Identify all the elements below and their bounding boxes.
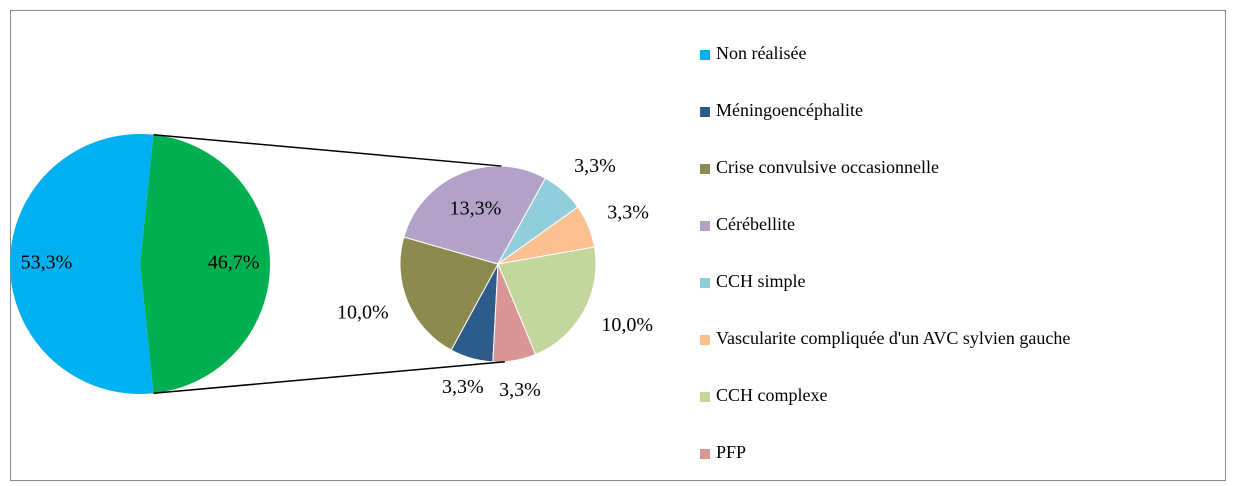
- pie-slice: [399, 236, 499, 351]
- legend-label: CCH simple: [716, 271, 806, 291]
- legend-label: Crise convulsive occasionnelle: [716, 157, 939, 177]
- data-label: 3,3%: [574, 155, 616, 177]
- connector-line: [153, 133, 502, 167]
- data-label: 10,0%: [601, 314, 653, 336]
- legend-label: Vascularite compliquée d'un AVC sylvien …: [716, 328, 1070, 348]
- data-label: 10,0%: [337, 302, 389, 324]
- connector-line: [153, 361, 505, 395]
- legend-label: Non réalisée: [716, 43, 806, 63]
- pie-slice: [497, 246, 597, 356]
- legend-label: Cérébellite: [716, 214, 795, 234]
- legend-swatch: [700, 107, 710, 117]
- pie-slice: [492, 263, 537, 363]
- legend-swatch: [700, 164, 710, 174]
- legend-label: CCH complexe: [716, 385, 827, 405]
- data-label: 13,3%: [450, 197, 502, 219]
- pie-slice: [403, 165, 547, 265]
- legend-swatch: [700, 50, 710, 60]
- legend-label: Méningoencéphalite: [716, 100, 863, 120]
- legend-swatch: [700, 392, 710, 402]
- pie-slice: [140, 134, 270, 394]
- data-label: 53,3%: [21, 252, 73, 274]
- legend-swatch: [700, 449, 710, 459]
- pie-slice: [9, 133, 154, 394]
- legend-label: PFP: [716, 442, 746, 462]
- data-label: 3,3%: [607, 202, 649, 224]
- data-label: 3,3%: [499, 379, 541, 401]
- legend-swatch: [700, 335, 710, 345]
- legend-swatch: [700, 278, 710, 288]
- data-label: 3,3%: [442, 376, 484, 398]
- data-label: 46,7%: [208, 252, 260, 274]
- legend-swatch: [700, 221, 710, 231]
